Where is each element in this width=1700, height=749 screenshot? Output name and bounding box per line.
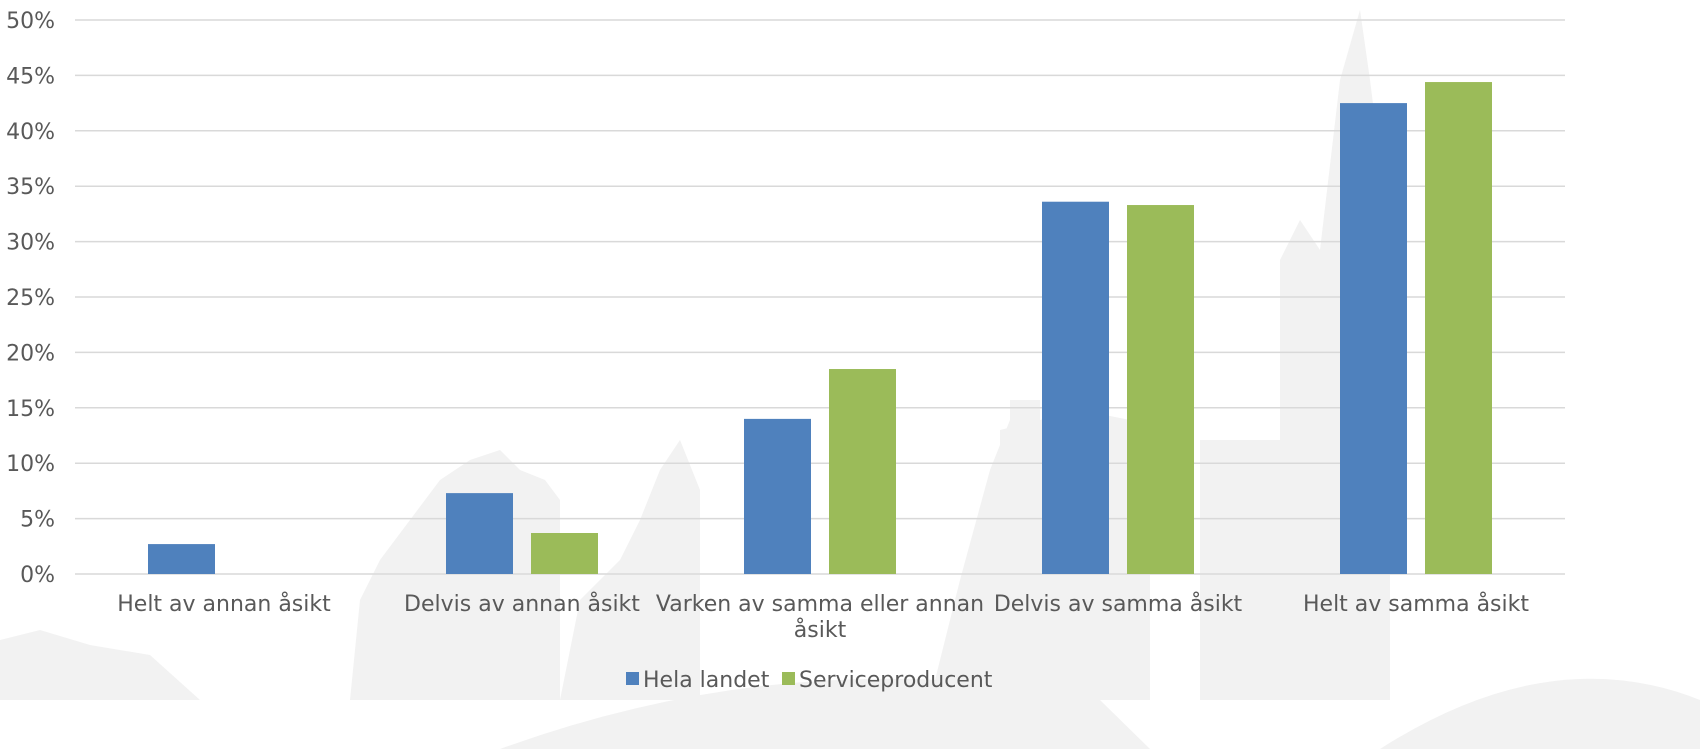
legend: Hela landet Serviceproducent — [626, 668, 993, 693]
bar-serviceproducent — [1127, 205, 1194, 574]
y-tick-label: 45% — [6, 64, 55, 89]
legend-swatch — [782, 672, 795, 685]
y-tick-label: 30% — [6, 231, 55, 256]
y-tick-label: 25% — [6, 286, 55, 311]
legend-label: Serviceproducent — [799, 668, 993, 693]
bar-serviceproducent — [531, 533, 598, 574]
y-tick-label: 15% — [6, 397, 55, 422]
y-tick-label: 0% — [20, 563, 55, 588]
gridlines — [75, 19, 1565, 575]
x-category-label: Delvis av annan åsikt — [404, 591, 640, 617]
x-category-label: Varken av samma eller annan — [656, 592, 984, 617]
y-tick-label: 10% — [6, 452, 55, 477]
legend-label: Hela landet — [643, 668, 770, 693]
bar-hela-landet — [148, 544, 215, 574]
x-category-label: Helt av annan åsikt — [117, 591, 331, 617]
bar-serviceproducent — [1425, 82, 1492, 574]
y-tick-label: 50% — [6, 9, 55, 34]
y-axis-ticks: 0% 5% 10% 15% 20% 25% 30% 35% 40% 45% 50% — [6, 9, 55, 588]
bar-hela-landet — [1340, 103, 1407, 574]
y-tick-label: 20% — [6, 341, 55, 366]
bar-hela-landet — [1042, 201, 1109, 574]
x-category-label: Helt av samma åsikt — [1303, 591, 1529, 617]
bar-serviceproducent — [829, 369, 896, 574]
bars — [148, 82, 1492, 574]
bar-hela-landet — [744, 418, 811, 574]
x-category-label: åsikt — [794, 617, 847, 643]
y-tick-label: 40% — [6, 120, 55, 145]
bar-hela-landet — [446, 493, 513, 574]
legend-swatch — [626, 672, 639, 685]
x-category-label: Delvis av samma åsikt — [994, 591, 1243, 617]
x-axis-categories: Helt av annan åsikt Delvis av annan åsikt… — [117, 591, 1529, 643]
y-tick-label: 35% — [6, 175, 55, 200]
y-tick-label: 5% — [20, 508, 55, 533]
